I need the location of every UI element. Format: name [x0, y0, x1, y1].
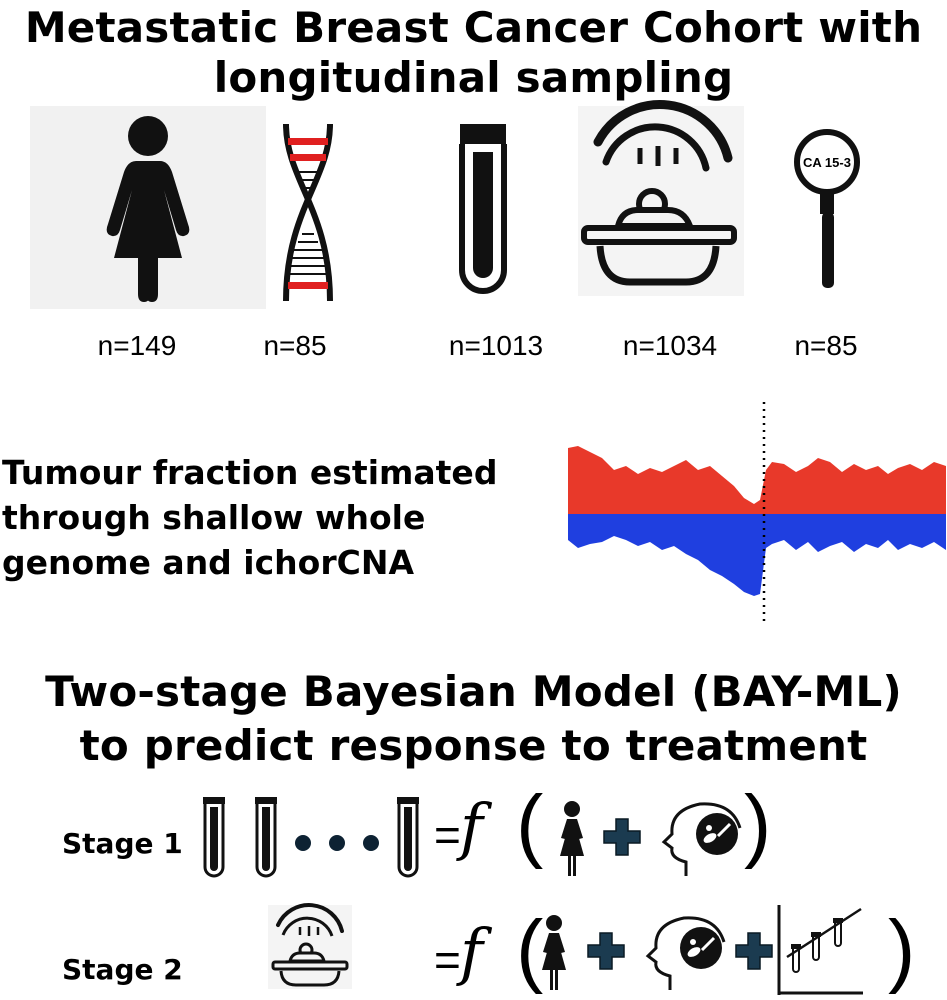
gain-profile	[568, 446, 946, 514]
blood-tube-icon	[397, 797, 419, 878]
blood-tube-icon	[203, 797, 225, 878]
plus-icon	[603, 818, 641, 856]
count-imaging: n=1034	[622, 330, 718, 361]
stage1-close-paren: )	[744, 779, 772, 870]
count-patients: n=149	[97, 330, 177, 361]
loss-profile	[568, 514, 946, 596]
scanner-icon	[578, 100, 744, 296]
stage1-open-paren: (	[516, 779, 544, 870]
woman-icon	[542, 915, 566, 990]
tube-trend-icon	[777, 905, 863, 995]
stage2-close-paren: )	[888, 904, 916, 995]
stage2-function: f	[460, 915, 483, 988]
ca15-3-label: CA 15-3	[803, 155, 851, 170]
model-title-line1: Two-stage Bayesian Model (BAY-ML)	[45, 667, 902, 716]
woman-icon	[106, 116, 190, 302]
count-ca15-3: n=85	[794, 330, 858, 361]
blood-tube-icon	[459, 124, 507, 294]
count-blood: n=1013	[448, 330, 544, 361]
ellipsis-dot	[329, 835, 345, 851]
stage1-equals: =	[434, 809, 461, 861]
tumour-fraction-description: Tumour fraction estimated through shallo…	[2, 450, 522, 585]
page-title-line1: Metastatic Breast Cancer Cohort with	[24, 3, 923, 52]
ellipsis-dot	[295, 835, 311, 851]
stage2-label: Stage 2	[62, 953, 183, 986]
magnifier-icon: CA 15-3	[794, 129, 860, 288]
head-drug-icon	[661, 802, 742, 876]
stage1-function: f	[460, 790, 483, 863]
copy-number-profile	[568, 402, 946, 624]
page-title-line2: longitudinal sampling	[213, 53, 734, 102]
tumour-fraction-line3: genome and ichorCNA	[2, 543, 414, 582]
stage1-label: Stage 1	[62, 827, 183, 860]
tumour-fraction-line2: through shallow whole	[2, 498, 426, 537]
model-title-line2: to predict response to treatment	[79, 721, 868, 770]
tumour-fraction-line1: Tumour fraction estimated	[2, 453, 498, 492]
stage2-equals: =	[434, 934, 461, 986]
blood-tube-icon	[255, 797, 277, 878]
head-drug-icon	[645, 916, 726, 990]
dna-icon	[283, 123, 333, 302]
scanner-icon	[268, 903, 352, 989]
stage2-open-paren: (	[516, 904, 544, 995]
count-genomic: n=85	[263, 330, 327, 361]
ellipsis-dot	[363, 835, 379, 851]
stage1-tube-series	[203, 797, 419, 878]
plus-icon	[587, 932, 625, 970]
plus-icon	[735, 932, 773, 970]
woman-icon	[560, 801, 584, 876]
